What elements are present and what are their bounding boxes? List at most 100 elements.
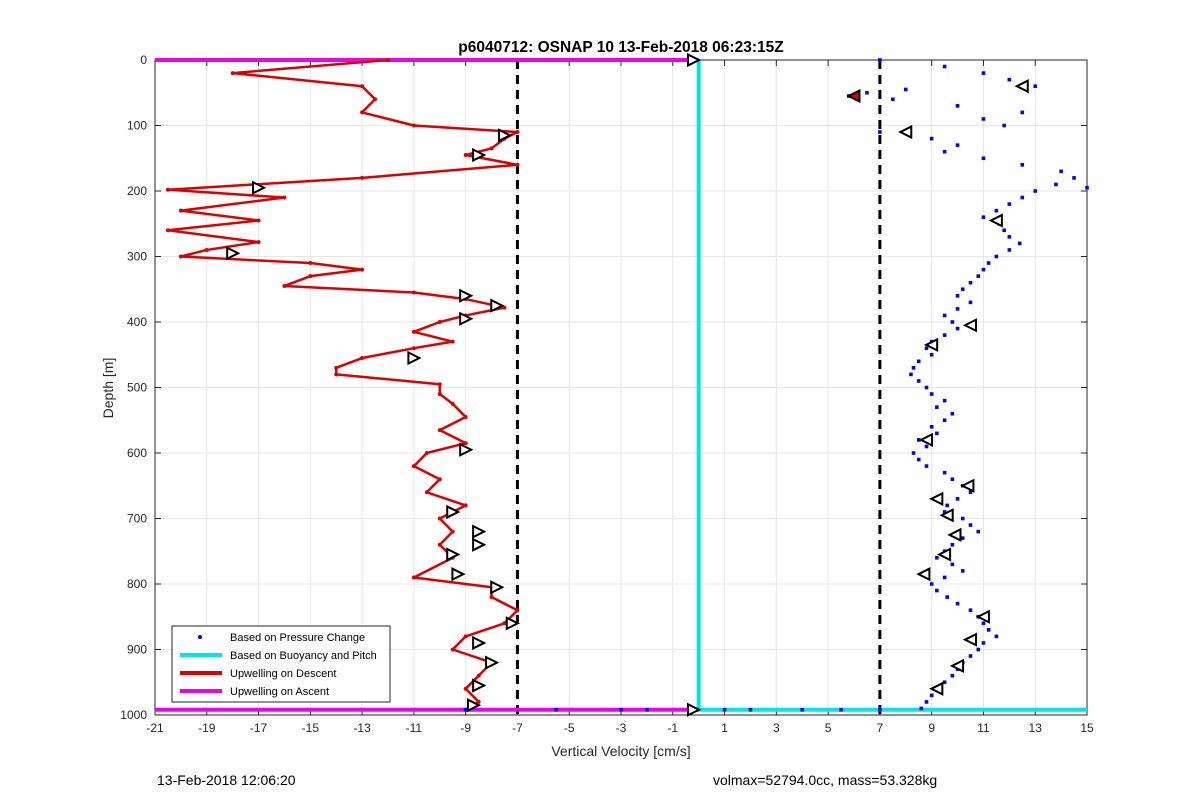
- descent-point: [373, 97, 378, 102]
- pressure-point: [945, 503, 949, 508]
- descent-point: [334, 372, 339, 377]
- descent-point: [308, 261, 313, 266]
- pressure-point: [916, 359, 921, 364]
- pressure-point: [960, 536, 965, 540]
- y-tick-label: 200: [127, 184, 147, 198]
- descent-marker: [686, 52, 702, 68]
- descent-marker: [446, 547, 461, 562]
- descent-point: [489, 146, 494, 151]
- pressure-point: [1072, 176, 1076, 180]
- pressure-point: [1002, 123, 1006, 128]
- descent-point: [515, 162, 520, 167]
- descent-point: [411, 290, 416, 295]
- descent-point: [256, 240, 261, 245]
- pressure-point: [981, 156, 986, 161]
- pressure-point: [935, 588, 939, 593]
- descent-point: [515, 608, 520, 613]
- pressure-point: [911, 366, 916, 370]
- descent-point: [437, 320, 442, 324]
- ascent-marker: [918, 432, 933, 448]
- x-tick-label: -11: [406, 721, 423, 735]
- descent-point: [308, 274, 313, 279]
- pressure-point: [619, 707, 623, 712]
- descent-point: [411, 575, 416, 580]
- pressure-point: [955, 497, 960, 501]
- ascent-marker: [949, 658, 965, 673]
- ascent-marker: [947, 527, 962, 542]
- pressure-point: [645, 707, 649, 712]
- pressure-point: [1002, 228, 1006, 233]
- pressure-point: [955, 307, 960, 311]
- pressure-point: [994, 634, 999, 639]
- descent-point: [165, 187, 170, 192]
- pressure-point: [1059, 169, 1063, 174]
- pressure-point: [960, 569, 965, 573]
- descent-point: [411, 346, 416, 351]
- y-tick-label: 0: [140, 53, 147, 67]
- descent-point: [282, 283, 287, 288]
- descent-marker: [459, 311, 474, 326]
- footer-volume-mass: volmax=52794.0cc, mass=53.328kg: [713, 772, 938, 788]
- x-tick-label: 7: [877, 721, 884, 735]
- descent-point: [437, 477, 442, 482]
- descent-point: [437, 516, 442, 521]
- descent-point: [178, 208, 183, 213]
- pressure-point: [981, 71, 986, 75]
- y-tick-label: 100: [127, 119, 147, 133]
- pressure-point: [960, 287, 965, 292]
- pressure-point: [942, 149, 947, 154]
- descent-point: [437, 428, 442, 433]
- pressure-point: [1020, 163, 1025, 167]
- descent-point: [515, 130, 520, 135]
- pressure-point: [981, 267, 986, 272]
- ascent-marker: [916, 567, 931, 582]
- descent-point: [463, 441, 468, 446]
- pressure-point: [924, 346, 929, 350]
- pressure-point: [1054, 182, 1058, 187]
- pressure-point: [968, 523, 973, 527]
- descent-point: [386, 58, 390, 62]
- pressure-point: [924, 444, 929, 449]
- footer-timestamp: 13-Feb-2018 12:06:20: [157, 772, 296, 788]
- descent-point: [360, 356, 365, 361]
- descent-point: [437, 382, 442, 387]
- pressure-point: [950, 477, 955, 481]
- pressure-point: [950, 673, 955, 678]
- pressure-point: [981, 117, 986, 121]
- pressure-point: [950, 320, 955, 324]
- pressure-point: [929, 392, 934, 396]
- pressure-point: [942, 575, 947, 580]
- ascent-marker: [929, 491, 944, 506]
- ascent-marker: [975, 609, 990, 624]
- pressure-point: [924, 385, 929, 390]
- pressure-point: [986, 628, 991, 632]
- descent-point: [463, 414, 468, 419]
- pressure-point: [909, 372, 913, 377]
- descent-marker: [451, 567, 466, 582]
- x-tick-label: 5: [825, 721, 832, 735]
- pressure-point: [878, 58, 882, 62]
- pressure-point: [924, 700, 929, 704]
- descent-point: [204, 247, 209, 252]
- descent-marker: [446, 504, 461, 520]
- legend-label: Upwelling on Descent: [230, 668, 336, 680]
- pressure-point: [911, 451, 916, 455]
- pressure-point: [981, 215, 986, 219]
- descent-marker: [472, 537, 487, 552]
- legend: Based on Pressure Change Based on Buoyanc…: [171, 625, 391, 703]
- pressure-point: [929, 425, 934, 429]
- descent-point: [360, 84, 365, 89]
- legend-label: Upwelling on Ascent: [230, 686, 329, 698]
- descent-marker: [490, 580, 505, 595]
- pressure-point: [929, 693, 934, 698]
- pressure-point: [955, 143, 960, 147]
- x-tick-label: -5: [564, 721, 575, 735]
- pressure-point: [968, 654, 973, 658]
- pressure-point: [976, 647, 981, 652]
- descent-point: [476, 673, 481, 678]
- pressure-point: [935, 556, 939, 560]
- x-tick-label: 11: [977, 721, 990, 735]
- descent-marker: [407, 350, 422, 366]
- descent-point: [450, 401, 455, 406]
- pressure-point: [942, 398, 947, 403]
